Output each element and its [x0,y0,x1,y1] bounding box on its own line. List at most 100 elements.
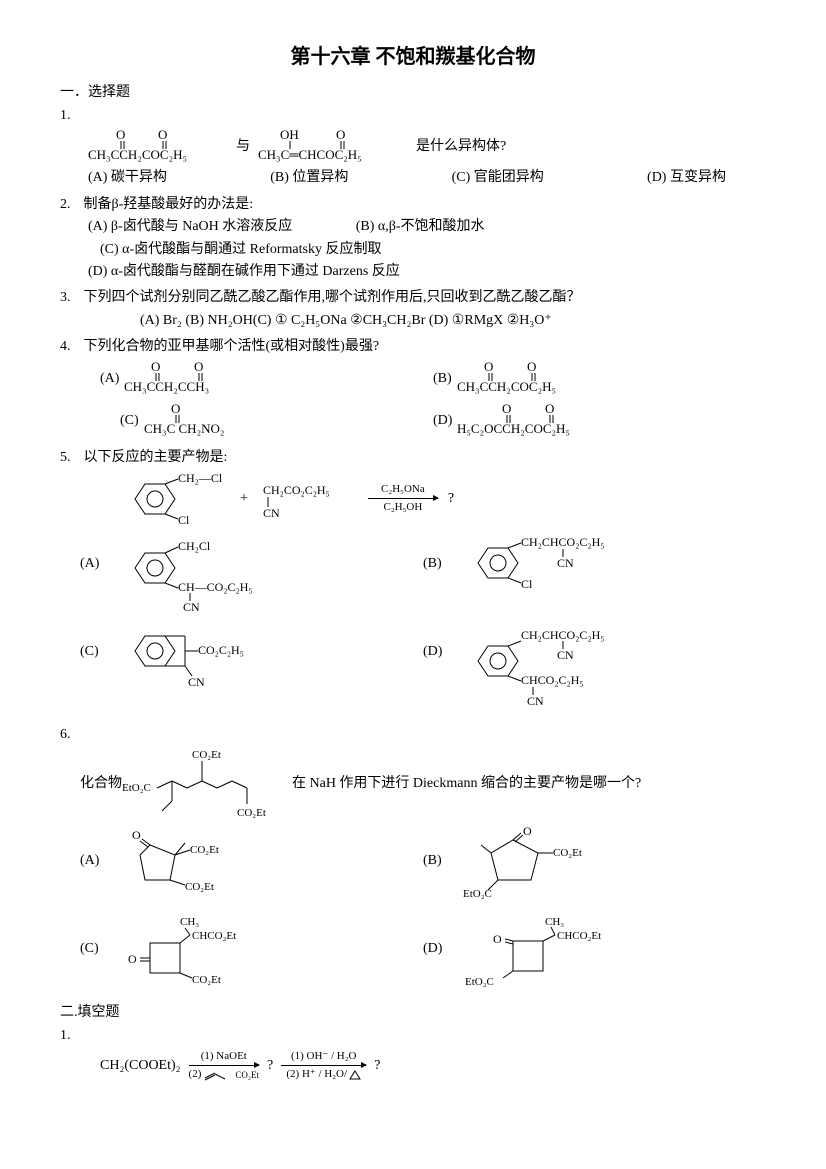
svg-text:CO₂Et: CO₂Et [553,847,582,859]
svg-text:CH₃: CH₃ [180,916,199,928]
svg-text:O: O [132,828,141,842]
q5-arrow-top: C₂H₅ONa [381,481,425,499]
question-2: 2. 制备β-羟基酸最好的办法是: (A) β-卤代酸与 NaOH 水溶液反应 … [60,194,766,284]
svg-text:CO₂Et: CO₂Et [237,807,266,819]
q1-opt-d: (D) 互变异构 [647,167,726,189]
allyl-icon [203,1069,233,1081]
q2-num: 2. [60,194,80,216]
fill1-num: 1. [60,1025,80,1047]
q5-qmark: ? [448,488,454,510]
q4-struct-a: CH₃CCH₂CCH₃ O O [119,361,259,399]
svg-text:CHCO₂Et: CHCO₂Et [557,930,601,942]
svg-text:CH₂CHCO₂C₂H₅: CH₂CHCO₂C₂H₅ [521,628,604,642]
svg-text:O: O [484,361,493,374]
svg-text:CH₃: CH₃ [545,916,564,928]
q6-struct-a: O CO₂Et CO₂Et [120,825,250,905]
question-1: 1. CH₃CCH₂COC₂H₅ O O 与 CH₃C═CHCOC₂H₅ OH … [60,105,766,190]
q5-label-c: (C) [80,621,120,663]
svg-text:CN: CN [263,506,280,520]
svg-text:CHCO₂Et: CHCO₂Et [192,930,236,942]
q2-text: 制备β-羟基酸最好的办法是: [84,197,254,212]
q1-opt-a: (A) 碳干异构 [88,167,167,189]
q6-compound: EtO₂C CO₂Et CO₂Et [122,746,292,821]
svg-text:O: O [527,361,536,374]
q1-structure-1: CH₃CCH₂COC₂H₅ O O [88,127,228,167]
q6-struct-b: O CO₂Et EtO₂C [463,825,603,905]
q6-label-b: (B) [423,825,463,872]
svg-text:O: O [523,825,532,838]
q5-struct-c: CO₂C₂H₅ CN [120,621,260,691]
q3-text: 下列四个试剂分别同乙酰乙酸乙酯作用,哪个试剂作用后,只回收到乙酰乙酸乙酯？ [84,290,581,305]
question-5: 5. 以下反应的主要产物是: CH₂—Cl Cl + CH₂CO₂C₂H₅ CN… [60,447,766,720]
svg-text:CH₃CCH₂COC₂H₅: CH₃CCH₂COC₂H₅ [88,147,187,162]
svg-text:CO₂C₂H₅: CO₂C₂H₅ [198,643,244,657]
fill1-r2bot: (2) H⁺ / H₂O/ [286,1066,347,1084]
q6-pre: 化合物 [80,773,122,795]
svg-text:CO₂Et: CO₂Et [190,844,219,856]
section-2-header: 二.填空题 [60,1001,766,1021]
fill1-r2top: (1) OH⁻ / H₂O [291,1048,357,1066]
svg-text:O: O [493,932,502,946]
q4-label-c: (C) [120,410,139,432]
svg-text:O: O [171,403,180,416]
svg-text:O: O [502,403,511,416]
svg-text:Cl: Cl [178,513,190,527]
q5-arrow-bot: C₂H₅OH [383,499,422,517]
svg-text:O: O [545,403,554,416]
svg-text:EtO₂C: EtO₂C [465,976,494,988]
svg-text:CN: CN [527,694,544,708]
svg-text:CH₂CHCO₂C₂H₅: CH₂CHCO₂C₂H₅ [521,535,604,549]
q2-opt-d: (D) α-卤代酸酯与醛酮在碱作用下通过 Darzens 反应 [60,261,766,283]
q5-reactant-2: CH₂CO₂C₂H₅ CN [258,474,358,524]
fill-question-1: 1. CH₂(COOEt)₂ (1) NaOEt (2) CO₂Et ? (1)… [60,1025,766,1084]
question-6: 6. 化合物 EtO₂C CO₂Et CO₂Et 在 NaH 作用下进行 Die… [60,724,766,997]
svg-text:CH₃CCH₂COC₂H₅: CH₃CCH₂COC₂H₅ [457,379,556,394]
q5-label-a: (A) [80,533,120,575]
q6-post: 在 NaH 作用下进行 Dieckmann 缩合的主要产物是哪一个? [292,773,641,795]
fill1-r1top: (1) NaOEt [201,1048,247,1066]
q2-opt-b: (B) α,β-不饱和酸加水 [356,219,485,234]
q1-opt-c: (C) 官能团异构 [452,167,544,189]
svg-text:CO₂Et: CO₂Et [192,974,221,986]
svg-text:CN: CN [557,556,574,570]
svg-text:O: O [116,127,125,142]
svg-text:CN: CN [183,600,200,613]
svg-text:O: O [158,127,167,142]
q1-opt-b: (B) 位置异构 [270,167,348,189]
svg-text:O: O [151,361,160,374]
q4-label-a: (A) [100,368,119,390]
svg-text:O: O [194,361,203,374]
q5-arrow: C₂H₅ONa C₂H₅OH [368,481,438,517]
fill1-start: CH₂(COOEt)₂ [100,1055,181,1077]
q6-label-d: (D) [423,913,463,960]
q5-num: 5. [60,447,80,469]
svg-text:CH₃C═CHCOC₂H₅: CH₃C═CHCOC₂H₅ [258,147,362,162]
q2-opt-a: (A) β-卤代酸与 NaOH 水溶液反应 [88,219,292,234]
q2-opt-c: (C) α-卤代酸酯与酮通过 Reformatsky 反应制取 [60,239,766,261]
svg-text:O: O [336,127,345,142]
q3-opts: (A) Br₂ (B) NH₂OH(C) ① C₂H₅ONa ②CH₃CH₂Br… [60,310,766,332]
q4-struct-b: CH₃CCH₂COC₂H₅ O O [452,361,612,399]
fill1-r1bot: (2) [189,1066,202,1084]
svg-text:CH₃C CH₂NO₂: CH₃C CH₂NO₂ [144,421,224,436]
q1-num: 1. [60,105,80,127]
svg-text:CH₂—Cl: CH₂—Cl [178,471,223,485]
svg-text:Cl: Cl [521,577,533,591]
q3-num: 3. [60,287,80,309]
svg-text:CH₃CCH₂CCH₃: CH₃CCH₂CCH₃ [124,379,209,394]
q4-num: 4. [60,336,80,358]
svg-text:CH₂CO₂C₂H₅: CH₂CO₂C₂H₅ [263,483,330,497]
q4-struct-d: H₅C₂OCCH₂COC₂H₅ O O [452,403,632,441]
q5-label-d: (D) [423,621,463,663]
q4-label-b: (B) [433,368,452,390]
q1-tail: 是什么异构体? [416,136,506,158]
q4-label-d: (D) [433,410,452,432]
q6-label-c: (C) [80,913,120,960]
fill1-q2: ? [374,1055,380,1077]
svg-text:EtO₂C: EtO₂C [463,888,492,900]
q5-struct-b: CH₂CHCO₂C₂H₅ CN Cl [463,533,643,603]
svg-text:CH₂Cl: CH₂Cl [178,539,211,553]
q5-reactant-1: CH₂—Cl Cl [120,469,230,529]
q5-plus: + [240,488,248,510]
q6-label-a: (A) [80,825,120,872]
